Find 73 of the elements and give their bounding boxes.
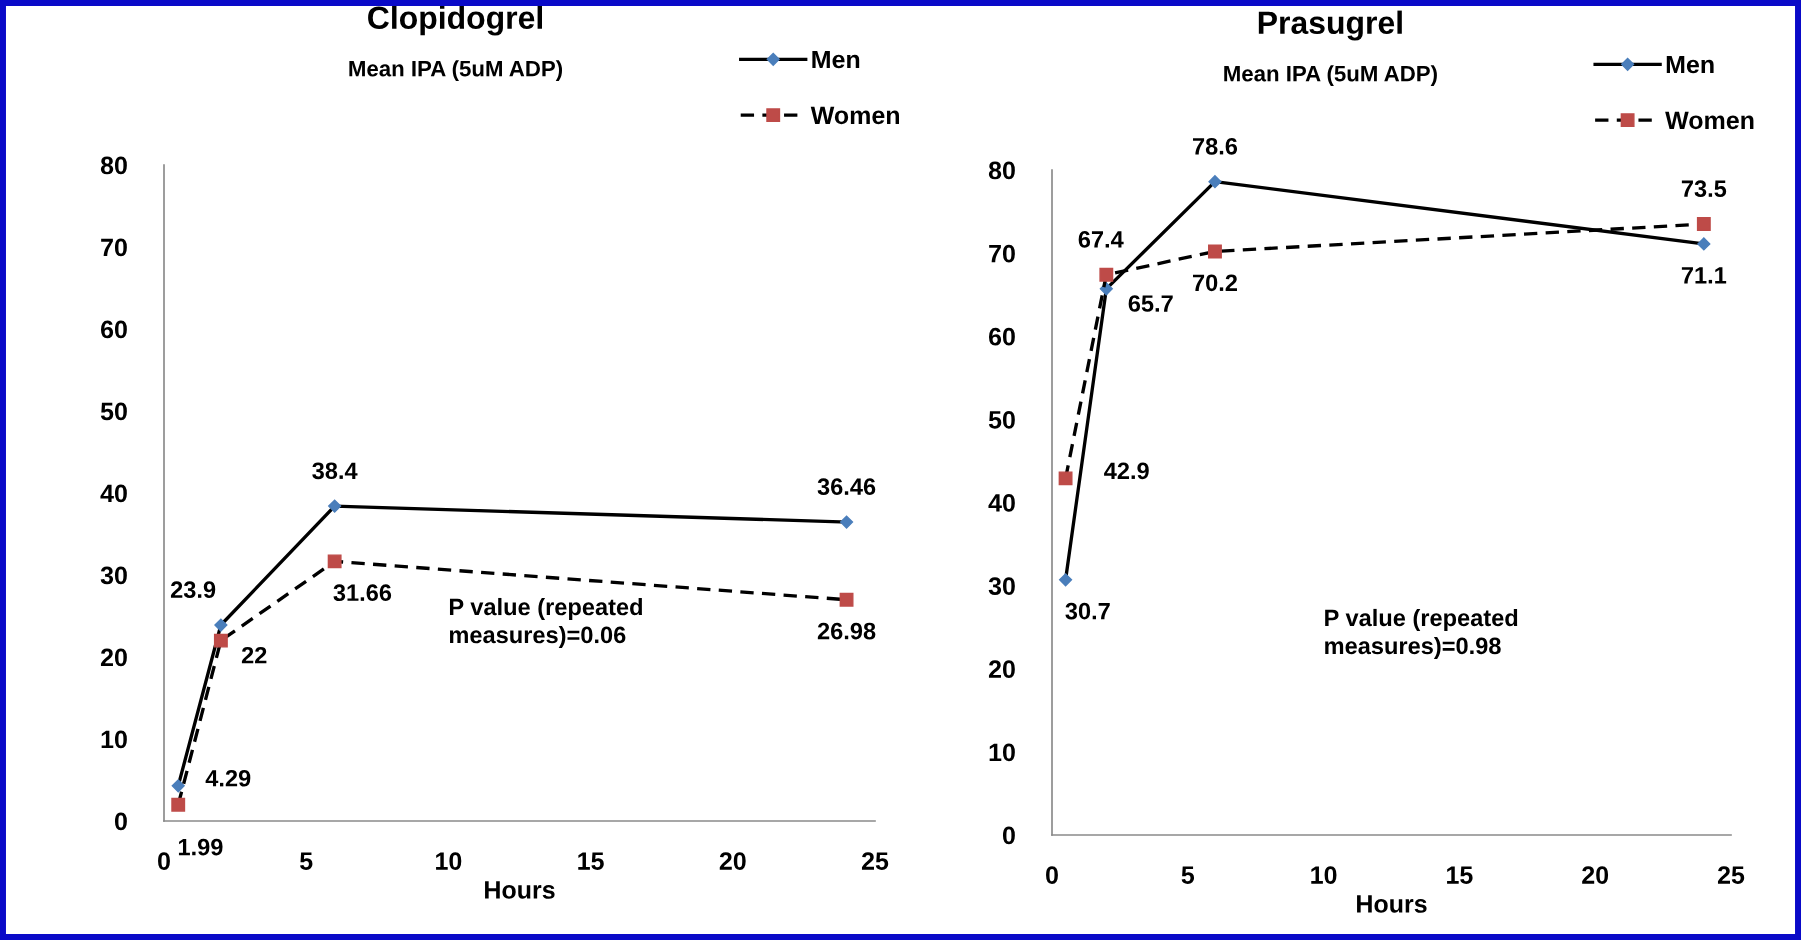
x-tick-label: 5 [1181, 866, 1195, 884]
point [1058, 471, 1073, 486]
x-tick-label: 25 [861, 852, 889, 870]
point [839, 592, 854, 607]
data-label: 71.1 [1681, 267, 1727, 284]
point [1697, 237, 1711, 251]
chart-title: Prasugrel [1258, 10, 1402, 41]
data-label: 30.7 [1065, 602, 1110, 620]
y-tick-label: 30 [988, 577, 1015, 595]
data-label: 70.2 [1193, 274, 1237, 292]
legend-label: Women [1665, 111, 1754, 130]
data-label: 78.6 [1193, 137, 1238, 155]
y-tick-label: 50 [988, 410, 1015, 429]
y-tick-label: 80 [100, 156, 127, 175]
y-tick-label: 20 [988, 660, 1015, 679]
chart-subtitle: Mean IPA (5uM ADP) [349, 60, 563, 81]
y-tick-label: 0 [1002, 826, 1015, 845]
point [1208, 244, 1222, 259]
x-tick-label: 5 [300, 852, 313, 870]
point [1696, 217, 1711, 231]
x-axis-title: Hours [485, 881, 555, 899]
y-tick-label: 80 [988, 161, 1015, 180]
point [213, 633, 228, 648]
chart-title: Clopidogrel [368, 5, 542, 36]
y-tick-label: 70 [101, 238, 127, 257]
y-tick-label: 40 [100, 484, 127, 503]
data-label: 23.9 [170, 581, 216, 599]
y-tick-label: 0 [114, 812, 127, 831]
chart-subtitle: Mean IPA (5uM ADP) [1224, 65, 1437, 86]
x-tick-label: 15 [1447, 866, 1473, 884]
data-label: 31.66 [333, 584, 392, 602]
data-label: 42.9 [1104, 462, 1149, 480]
y-tick-label: 30 [100, 566, 127, 585]
point [171, 797, 186, 812]
legend-label: Women [810, 106, 899, 125]
y-tick-label: 70 [989, 244, 1015, 263]
y-tick-label: 10 [101, 730, 127, 749]
data-label: 22 [241, 646, 267, 664]
y-tick-label: 10 [989, 743, 1015, 762]
x-tick-label: 10 [436, 852, 462, 870]
annotation: P value (repeated measures)=0.98 [1325, 608, 1518, 659]
data-label: 1.99 [178, 838, 223, 856]
x-tick-label: 0 [1046, 866, 1058, 884]
x-tick-label: 0 [158, 852, 170, 870]
data-label: 26.98 [817, 622, 876, 640]
data-label: 4.29 [205, 769, 251, 787]
data-label: 38.4 [312, 462, 358, 480]
x-axis-title: Hours [1357, 895, 1427, 913]
legend-label: Men [1666, 55, 1714, 74]
point [214, 618, 228, 632]
legend-label: Men [812, 50, 860, 69]
annotation: P value (repeated measures)=0.06 [449, 597, 642, 648]
y-tick-label: 20 [100, 648, 127, 667]
point [839, 515, 854, 529]
point [1058, 573, 1073, 587]
data-label: 67.4 [1078, 231, 1124, 248]
x-tick-label: 25 [1717, 866, 1745, 884]
y-tick-label: 50 [100, 402, 127, 421]
data-label: 73.5 [1681, 180, 1727, 198]
data-label: 65.7 [1128, 295, 1173, 312]
point [328, 499, 342, 513]
x-tick-label: 20 [1582, 866, 1609, 884]
point [171, 779, 185, 793]
point [1099, 267, 1114, 282]
data-label: 36.46 [817, 478, 876, 496]
x-tick-label: 20 [719, 852, 746, 870]
x-tick-label: 15 [578, 852, 604, 870]
point [327, 554, 342, 569]
y-tick-label: 60 [101, 320, 127, 339]
point [1208, 175, 1222, 189]
x-tick-label: 10 [1311, 866, 1337, 884]
y-tick-label: 60 [989, 327, 1015, 346]
y-tick-label: 40 [988, 494, 1015, 512]
